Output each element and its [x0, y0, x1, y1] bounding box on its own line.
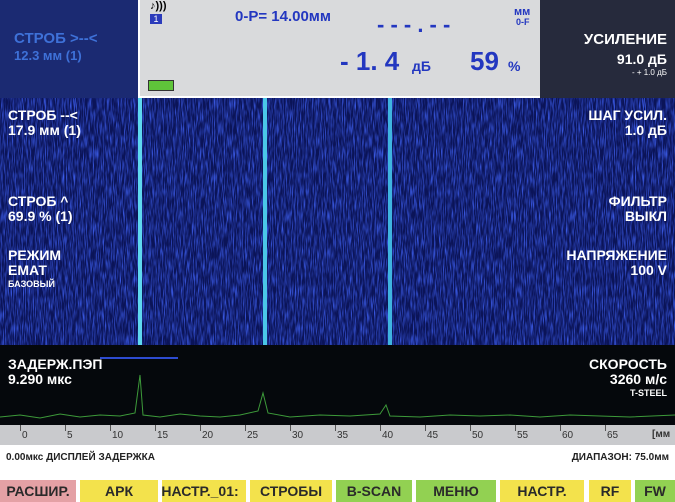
softkey-button[interactable]: НАСТР._01:	[162, 480, 246, 502]
scale-tick	[470, 425, 471, 431]
softkey-button[interactable]: СТРОБЫ	[250, 480, 332, 502]
scale-tick-label: 0	[22, 430, 28, 441]
a-scan-trace	[0, 374, 675, 419]
b-scan-noise	[0, 98, 675, 345]
scale-bar: 0 5 10 15 20 25 30 35 40 45 50 55 60 65 [мм	[0, 425, 675, 445]
gain-panel: УСИЛЕНИЕ 91.0 дБ - + 1.0 дБ	[540, 0, 675, 98]
scale-tick-label: 45	[427, 430, 439, 441]
param-label: РЕЖИМ	[8, 247, 62, 263]
scale-tick	[20, 425, 21, 431]
gain-step: - + 1.0 дБ	[631, 68, 667, 77]
scale-tick	[155, 425, 156, 431]
echo-line	[388, 98, 392, 345]
battery-icon	[148, 80, 174, 91]
softkey-button[interactable]: RF	[589, 480, 631, 502]
scale-tick	[110, 425, 111, 431]
scale-tick	[290, 425, 291, 431]
scale-unit: [мм	[652, 429, 671, 440]
scale-tick-label: 40	[382, 430, 394, 441]
scale-tick-label: 20	[202, 430, 214, 441]
param-label: НАПРЯЖЕНИЕ	[566, 247, 667, 263]
distance-unit: мм	[514, 6, 531, 18]
scale-tick-label: 25	[247, 430, 259, 441]
gain-label: УСИЛЕНИЕ	[583, 31, 667, 48]
gate-panel: СТРОБ >--< 12.3 мм (1)	[0, 0, 138, 98]
softkey-button[interactable]: B-SCAN	[336, 480, 412, 502]
gate-value: 12.3 мм (1)	[14, 48, 82, 63]
param-label: ФИЛЬТР	[608, 193, 667, 209]
scale-tick-label: 15	[157, 430, 169, 441]
param-label: СТРОБ ^	[8, 193, 69, 209]
scale-tick	[560, 425, 561, 431]
param-note: T-STEEL	[629, 388, 667, 398]
param-label: ШАГ УСИЛ.	[588, 107, 667, 123]
softkey-button[interactable]: МЕНЮ	[416, 480, 496, 502]
scale-tick-label: 65	[607, 430, 619, 441]
scale-tick	[515, 425, 516, 431]
scale-tick-label: 5	[67, 430, 73, 441]
scale-tick-label: 60	[562, 430, 574, 441]
softkey-button[interactable]: FW	[635, 480, 675, 502]
b-scan	[0, 98, 675, 345]
gate-label: СТРОБ >--<	[14, 30, 98, 47]
probe-offset: 0-P= 14.00мм	[235, 8, 331, 25]
scale-tick-label: 10	[112, 430, 124, 441]
param-value: 69.9 % (1)	[8, 208, 73, 224]
amplitude-unit: %	[508, 58, 521, 74]
scale-tick-label: 35	[337, 430, 349, 441]
scale-tick	[605, 425, 606, 431]
distance: - - - . - -	[377, 12, 451, 37]
range-status: ДИАПАЗОН: 75.0мм	[571, 452, 669, 463]
param-value: 17.9 мм (1)	[8, 122, 81, 138]
param-label: ЗАДЕРЖ.ПЭП	[8, 356, 103, 372]
db-unit: дБ	[412, 58, 431, 74]
db-value: - 1. 4	[340, 46, 400, 76]
softkey-button[interactable]: НАСТР.	[500, 480, 584, 502]
param-value: 1.0 дБ	[624, 122, 667, 138]
scale-tick	[65, 425, 66, 431]
param-label: СТРОБ --<	[8, 107, 78, 123]
param-note: БАЗОВЫЙ	[8, 279, 55, 289]
param-value: 9.290 мкс	[8, 371, 72, 387]
scale-tick	[380, 425, 381, 431]
param-value: 100 V	[630, 262, 667, 278]
param-value: 3260 м/с	[609, 371, 667, 387]
scale-tick	[335, 425, 336, 431]
softkey-button[interactable]: РАСШИР.	[0, 480, 76, 502]
readout-panel: ♪))) 1 0-P= 14.00мм - - - . - - мм 0-F -…	[140, 0, 540, 96]
amplitude: 59	[470, 46, 499, 76]
softkey-button[interactable]: АРК	[80, 480, 158, 502]
echo-line	[263, 98, 267, 345]
scale-tick	[200, 425, 201, 431]
speaker-icon: ♪)))	[150, 0, 167, 12]
probe-index: 1	[150, 14, 162, 24]
delay-status: 0.00мкс ДИСПЛЕЙ ЗАДЕРЖКА	[6, 452, 155, 463]
scale-tick-label: 50	[472, 430, 484, 441]
scale-tick-label: 30	[292, 430, 304, 441]
param-label: СКОРОСТЬ	[589, 356, 667, 372]
scale-tick	[245, 425, 246, 431]
gain-value: 91.0 дБ	[616, 51, 667, 67]
scale-tick-label: 55	[517, 430, 529, 441]
echo-line	[138, 98, 142, 345]
param-value: ВЫКЛ	[624, 208, 667, 224]
param-value: ЕМАТ	[8, 262, 47, 278]
scale-tick	[425, 425, 426, 431]
a-scan	[0, 345, 675, 425]
distance-mode: 0-F	[516, 17, 530, 27]
